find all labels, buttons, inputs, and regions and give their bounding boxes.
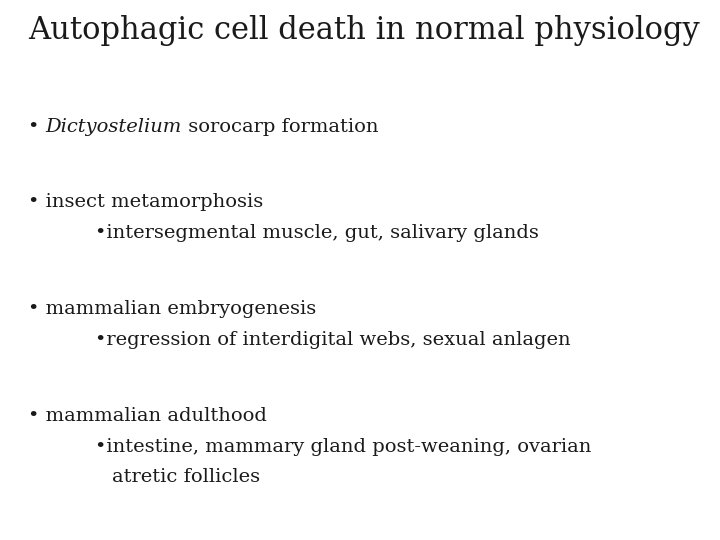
Text: • mammalian adulthood: • mammalian adulthood: [28, 407, 267, 425]
Text: Dictyostelium: Dictyostelium: [45, 118, 182, 136]
Text: sorocarp formation: sorocarp formation: [182, 118, 379, 136]
Text: atretic follicles: atretic follicles: [112, 468, 260, 486]
Text: • insect metamorphosis: • insect metamorphosis: [28, 193, 264, 211]
Text: •regression of interdigital webs, sexual anlagen: •regression of interdigital webs, sexual…: [95, 331, 571, 349]
Text: •intestine, mammary gland post-weaning, ovarian: •intestine, mammary gland post-weaning, …: [95, 438, 591, 456]
Text: Autophagic cell death in normal physiology: Autophagic cell death in normal physiolo…: [28, 15, 700, 46]
Text: • mammalian embryogenesis: • mammalian embryogenesis: [28, 300, 316, 318]
Text: •: •: [28, 118, 45, 136]
Text: •intersegmental muscle, gut, salivary glands: •intersegmental muscle, gut, salivary gl…: [95, 224, 539, 242]
